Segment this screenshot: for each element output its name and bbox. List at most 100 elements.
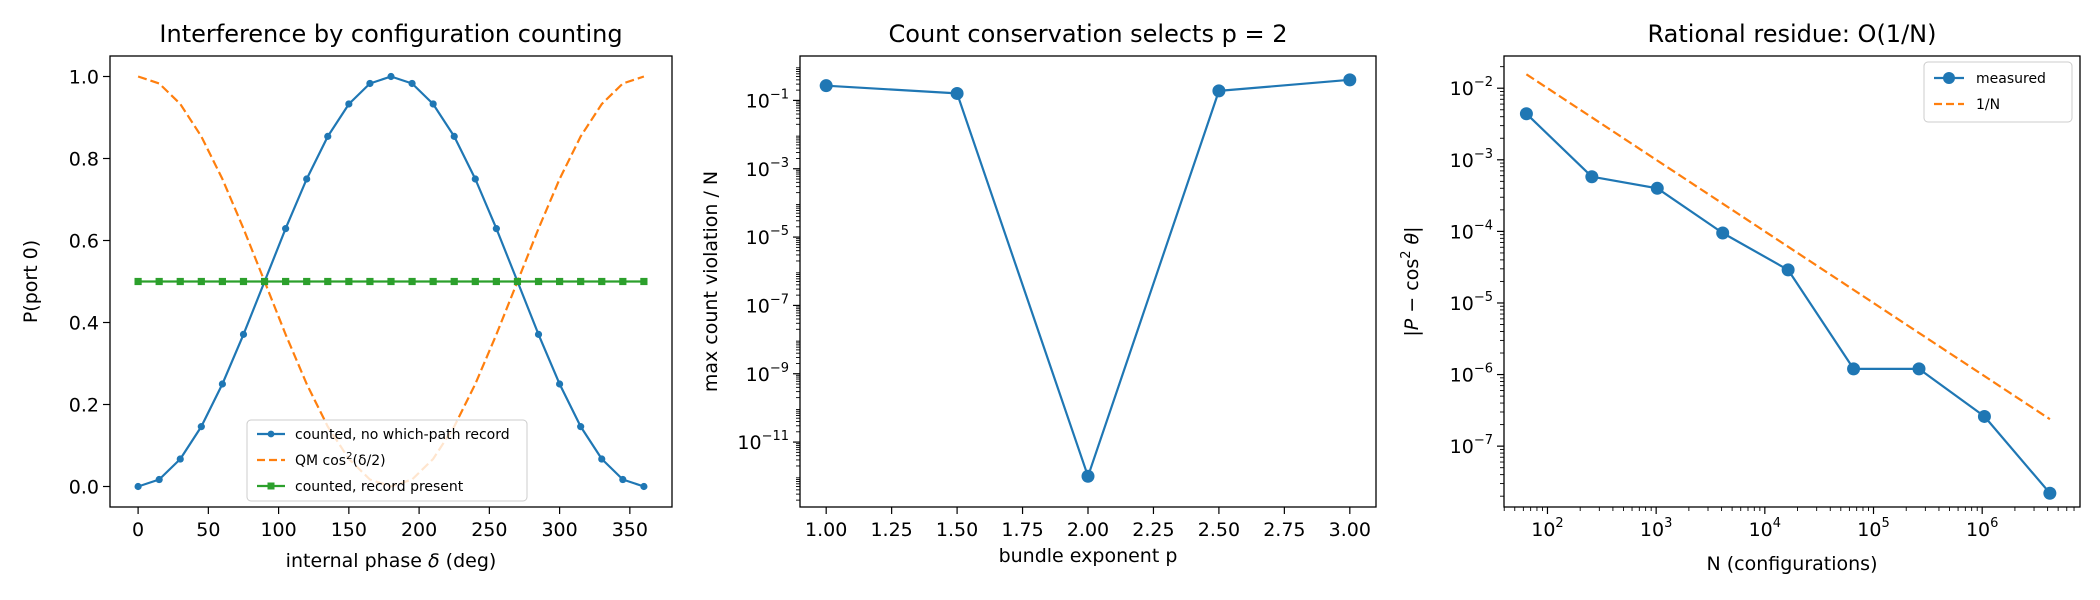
data-point	[598, 277, 606, 286]
x-tick-label: 103	[1640, 516, 1672, 541]
data-point	[1650, 181, 1664, 195]
legend-label: QM cos2(δ/2)	[295, 451, 386, 469]
y-tick-label: 10−7	[746, 292, 789, 317]
data-point	[450, 132, 458, 140]
axes-frame	[109, 55, 673, 508]
x-tick-label: 350	[612, 519, 648, 541]
chart-title: Count conservation selects p = 2	[889, 20, 1288, 48]
legend-label: measured	[1976, 71, 2046, 87]
x-tick-label: 100	[260, 519, 296, 541]
x-tick-label: 3.00	[1329, 519, 1371, 541]
data-point	[324, 277, 332, 286]
series-line	[826, 78, 1350, 478]
y-tick-label: 10−5	[746, 224, 789, 249]
data-point	[950, 86, 964, 100]
legend-label: counted, no which-path record	[295, 427, 510, 443]
y-tick-label: 10−3	[746, 156, 789, 181]
data-point	[2043, 486, 2057, 500]
data-point	[534, 277, 543, 286]
x-axis-label: N (configurations)	[1706, 553, 1877, 575]
data-point	[218, 277, 226, 286]
data-point	[577, 277, 585, 286]
x-tick-label: 1.25	[870, 519, 912, 541]
y-tick-label: 0.4	[69, 313, 99, 335]
data-point	[450, 277, 458, 286]
x-tick-label: 106	[1966, 516, 1998, 541]
chart-panel-2: Count conservation selects p = 2 1.00 1.25…	[700, 20, 1377, 567]
data-point	[429, 277, 437, 286]
data-point	[303, 277, 311, 286]
y-tick-label: 10−6	[1450, 362, 1493, 387]
data-point	[619, 277, 627, 286]
y-tick-label: 10−11	[737, 429, 789, 454]
data-point	[303, 175, 311, 183]
data-point	[577, 423, 585, 431]
axes-frame	[799, 55, 1377, 508]
data-point	[345, 277, 353, 286]
y-tick-label: 0.8	[69, 149, 99, 171]
legend-marker	[267, 482, 275, 490]
data-point	[619, 475, 627, 484]
data-point	[429, 100, 437, 108]
data-point	[1977, 409, 1991, 423]
data-point	[1343, 73, 1357, 87]
data-point	[556, 277, 564, 286]
y-axis-label: P(port 0)	[20, 240, 42, 323]
y-tick-label: 10−3	[1450, 147, 1493, 172]
data-point	[239, 277, 248, 286]
data-point	[155, 277, 163, 286]
data-point	[324, 132, 332, 140]
legend-marker	[1943, 72, 1955, 84]
y-tick-label: 0.2	[69, 395, 99, 417]
data-point	[260, 277, 269, 286]
data-point	[239, 330, 248, 338]
data-point	[534, 330, 543, 338]
data-point	[366, 277, 374, 286]
data-point	[197, 423, 205, 431]
data-point	[408, 79, 416, 88]
x-tick-label: 105	[1857, 516, 1889, 541]
data-point	[1781, 263, 1795, 277]
y-axis-label: max count violation / N	[700, 171, 722, 392]
data-point	[471, 277, 479, 286]
data-point	[640, 277, 648, 286]
y-tick-label: 10−4	[1450, 218, 1493, 243]
chart-title: Interference by configuration counting	[159, 20, 622, 48]
data-point	[1716, 226, 1730, 240]
data-point	[134, 277, 142, 286]
y-tick-label: 10−1	[746, 87, 789, 112]
data-point	[197, 277, 205, 286]
x-tick-label: 1.00	[805, 519, 847, 541]
x-tick-label: 2.50	[1198, 519, 1240, 541]
legend-marker	[267, 430, 275, 438]
legend-box	[246, 419, 528, 502]
series-line-0	[1525, 112, 2051, 494]
data-point	[345, 100, 353, 108]
data-point	[134, 482, 142, 491]
y-tick-label: 10−9	[746, 361, 789, 386]
data-point	[513, 277, 522, 286]
data-point	[155, 475, 163, 484]
chart-title: Rational residue: O(1/N)	[1648, 20, 1937, 48]
legend: measured 1/N	[1923, 61, 2073, 123]
data-point	[387, 277, 395, 286]
data-point	[556, 380, 564, 388]
data-point	[640, 482, 648, 491]
data-point	[1519, 107, 1533, 121]
x-tick-label: 104	[1749, 516, 1781, 541]
legend-label: 1/N	[1976, 97, 2000, 113]
data-point	[1847, 362, 1861, 376]
axes-frame	[1503, 55, 2081, 508]
data-point	[492, 277, 500, 286]
y-tick-label: 1.0	[69, 67, 99, 89]
data-point	[1585, 170, 1599, 184]
x-tick-label: 102	[1531, 516, 1563, 541]
series-line-1	[1525, 73, 2051, 421]
y-tick-label: 0.0	[69, 477, 99, 499]
y-tick-label: 10−5	[1450, 290, 1493, 315]
x-tick-label: 1.75	[1001, 519, 1043, 541]
y-tick-label: 10−2	[1450, 75, 1493, 100]
data-point	[387, 72, 395, 81]
chart-panel-1: Interference by configuration counting 0 5…	[20, 20, 673, 572]
